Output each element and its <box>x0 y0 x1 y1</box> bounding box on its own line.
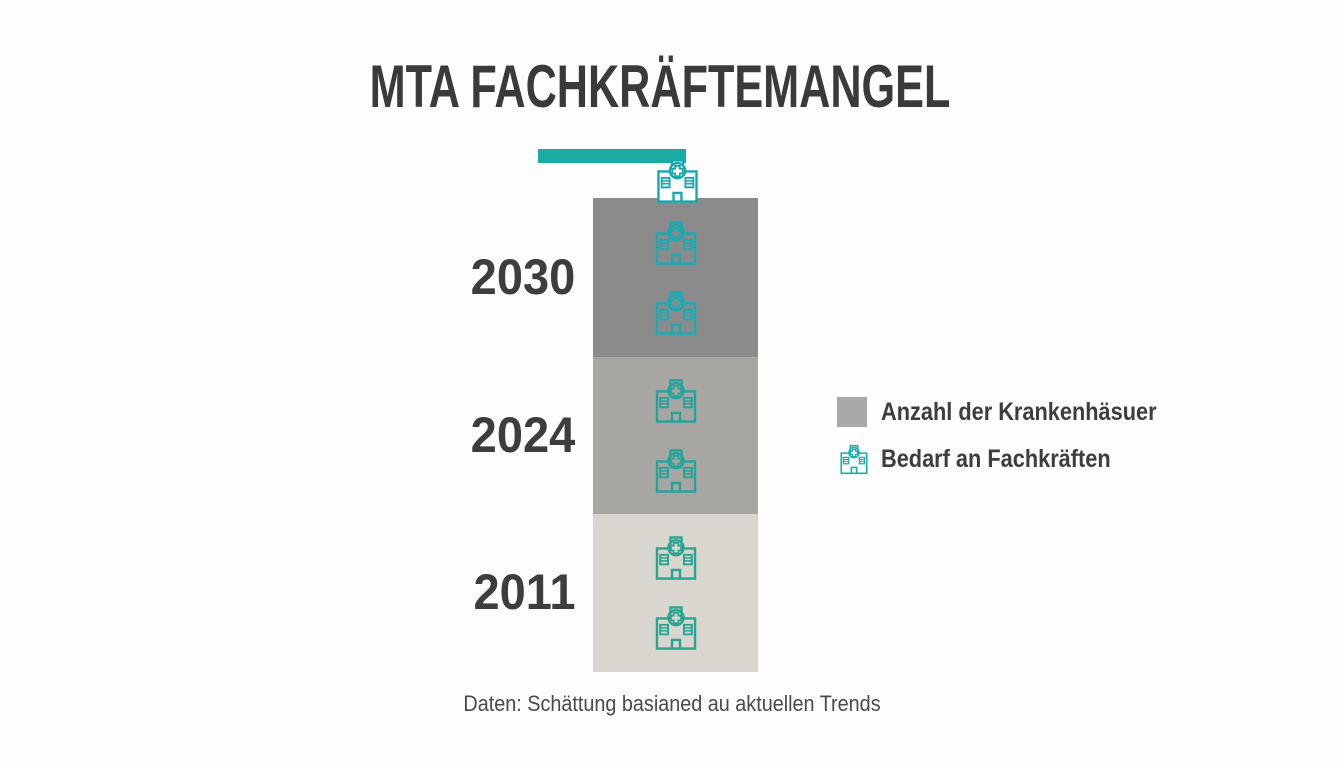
hospital-icon <box>650 378 702 424</box>
legend-item-demand: Bedarf an Fachkräften <box>837 443 1198 475</box>
hospital-icon <box>650 220 702 266</box>
bar-segment-2011 <box>593 514 758 672</box>
hospital-icon <box>837 444 871 475</box>
legend-label: Bedarf an Fachkräften <box>881 444 1111 473</box>
stacked-bar <box>593 198 758 672</box>
legend-label: Anzahl der Krankenhäsuer <box>881 397 1157 426</box>
legend-item-hospitals: Anzahl der Krankenhäsuer <box>837 396 1198 428</box>
bar-segment-2030 <box>593 198 758 357</box>
accent-bar <box>538 149 686 163</box>
legend: Anzahl der Krankenhäsuer Bedarf an Fachk… <box>837 396 1198 475</box>
data-source-note: Daten: Schättung basianed au aktuellen T… <box>463 691 881 716</box>
hospital-icon <box>650 535 702 581</box>
year-label-2011: 2011 <box>473 564 575 620</box>
year-label-2024: 2024 <box>470 407 575 463</box>
bar-segment-2024 <box>593 357 758 514</box>
hospital-icon <box>650 448 702 494</box>
hospital-icon <box>651 158 704 204</box>
gray-square-swatch <box>837 397 867 427</box>
page-title: MTA FACHKRÄFTEMANGEL <box>369 53 951 120</box>
year-label-2030: 2030 <box>470 249 575 305</box>
hospital-icon <box>650 290 702 336</box>
hospital-icon <box>650 605 702 651</box>
